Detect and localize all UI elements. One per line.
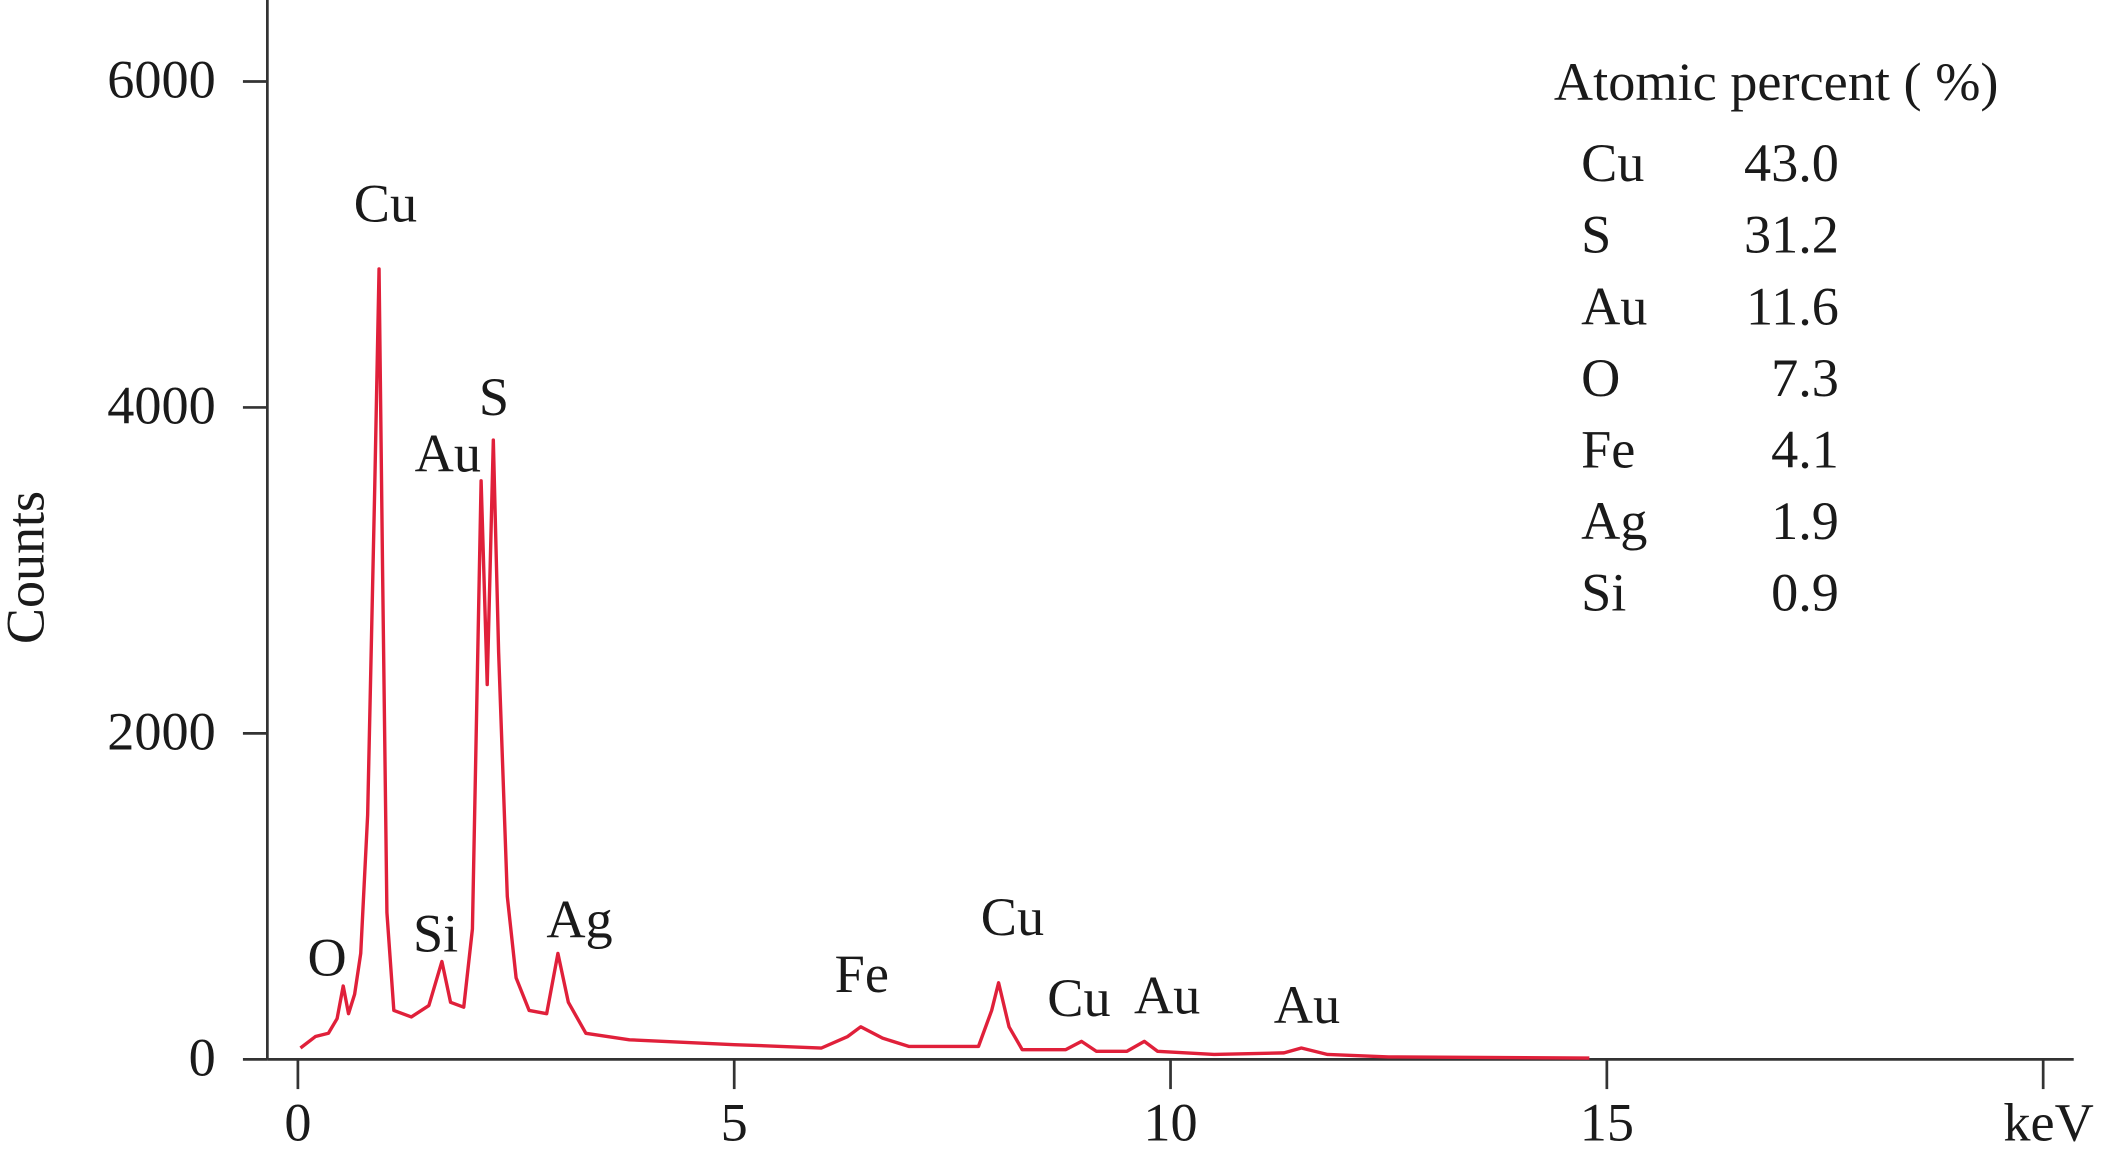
x-tick-label: 15 <box>1580 1093 1634 1153</box>
x-tick-label: 10 <box>1143 1093 1197 1153</box>
element-name: Ag <box>1581 491 1647 551</box>
peak-label: Cu <box>354 174 417 234</box>
spectrum-line <box>299 267 1590 1060</box>
element-name: Si <box>1581 563 1626 623</box>
element-name: Cu <box>1581 133 1644 193</box>
element-percent: 31.2 <box>1744 205 1839 265</box>
x-axis-unit: keV <box>2003 1093 2093 1153</box>
element-name: Au <box>1581 276 1647 336</box>
y-axis-label: Counts <box>0 491 55 644</box>
peak-label: Si <box>413 903 458 963</box>
element-percent: 1.9 <box>1771 491 1839 551</box>
y-tick-label: 6000 <box>107 50 216 110</box>
element-name: Fe <box>1581 420 1635 480</box>
x-tick-label: 5 <box>721 1093 748 1153</box>
x-tick-label: 0 <box>284 1093 311 1153</box>
peak-label: Cu <box>981 887 1044 947</box>
peak-label: Au <box>1134 966 1200 1026</box>
y-tick-label: 0 <box>189 1028 216 1088</box>
element-name: S <box>1581 205 1611 265</box>
peak-label: Cu <box>1047 968 1110 1028</box>
peak-label: S <box>479 367 509 427</box>
element-percent: 0.9 <box>1771 563 1839 623</box>
table-title: Atomic percent ( %) <box>1554 52 1999 112</box>
peak-label: O <box>307 928 346 988</box>
peak-label: Ag <box>546 890 612 950</box>
peak-label: Au <box>415 424 481 484</box>
element-percent: 11.6 <box>1746 276 1839 336</box>
element-percent: 43.0 <box>1744 133 1839 193</box>
element-percent: 7.3 <box>1771 348 1839 408</box>
peak-label: Au <box>1274 975 1340 1035</box>
peak-label: Fe <box>835 944 889 1004</box>
element-name: O <box>1581 348 1620 408</box>
y-tick-label: 2000 <box>107 702 216 762</box>
y-tick-label: 4000 <box>107 376 216 436</box>
element-percent: 4.1 <box>1771 420 1839 480</box>
